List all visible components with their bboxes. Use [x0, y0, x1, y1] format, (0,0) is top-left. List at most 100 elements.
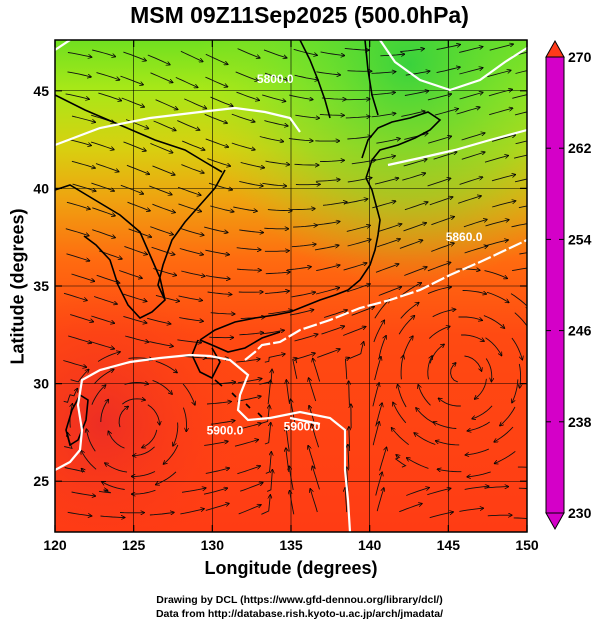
wind-arrow [147, 54, 170, 65]
wind-arrow [236, 269, 261, 270]
wind-arrow [319, 160, 344, 161]
colorbar: 270 262 254 246 238 230 [545, 39, 592, 531]
wind-arrow [427, 287, 451, 295]
wind-arrow [404, 202, 428, 211]
wind-arrow [486, 291, 509, 302]
wind-arrow [209, 337, 233, 338]
wind-arrow [403, 223, 427, 232]
wind-arrow [66, 201, 90, 209]
wind-arrow [239, 333, 263, 335]
wind-arrow [488, 89, 512, 97]
wind-arrow [237, 48, 260, 58]
wind-arrow [484, 240, 508, 247]
wind-arrow [462, 290, 487, 295]
wind-arrow [142, 429, 158, 448]
wind-arrow [179, 317, 203, 322]
wind-arrow [259, 136, 284, 142]
wind-arrow [181, 164, 203, 173]
credit-data: Data from http://database.rish.kyoto-u.a… [155, 608, 444, 620]
wind-arrow [86, 429, 96, 452]
wind-arrow [436, 67, 460, 74]
wind-arrow [67, 511, 92, 516]
wind-arrow [71, 115, 95, 122]
wind-arrow [180, 50, 203, 61]
wind-arrow [315, 288, 339, 295]
wind-arrow [434, 422, 457, 429]
wind-arrow [321, 98, 346, 99]
wind-arrow [92, 49, 115, 57]
wind-arrow [432, 309, 456, 318]
wind-arrow [68, 335, 91, 343]
wind-arrow [205, 275, 230, 279]
wind-arrow [264, 251, 289, 252]
wind-arrow [371, 92, 395, 96]
wind-arrow [436, 45, 461, 50]
wind-arrow [133, 446, 155, 456]
colorbar-min-arrow [545, 512, 565, 531]
colorbar-tick-label: 262 [568, 140, 592, 156]
wind-arrow [265, 452, 272, 474]
wind-arrow [485, 337, 502, 356]
wind-arrow [372, 422, 379, 446]
y-tick-label: 25 [33, 473, 49, 489]
wind-arrow [210, 313, 235, 314]
wind-arrow [108, 431, 125, 449]
wind-arrow [459, 47, 482, 53]
credit-drawing: Drawing by DCL (https://www.gfd-dennou.o… [156, 594, 443, 606]
wind-arrow [267, 470, 272, 492]
wind-arrow [375, 472, 382, 496]
wind-arrow [180, 509, 204, 515]
wind-arrow [407, 458, 429, 469]
wind-arrow [233, 206, 257, 211]
wind-arrow [515, 140, 527, 145]
wind-arrow [184, 98, 206, 109]
x-tick-label: 145 [437, 537, 461, 553]
wind-arrow [376, 139, 400, 144]
colorbar-tick-label: 270 [568, 49, 592, 65]
wind-arrow [92, 229, 115, 238]
wind-arrow [349, 342, 364, 359]
wind-arrow [379, 448, 387, 471]
wind-arrow [398, 385, 407, 408]
wind-arrow [487, 515, 512, 516]
wind-arrow [239, 180, 262, 186]
wind-arrow [500, 406, 516, 426]
wind-arrow [179, 248, 203, 255]
wind-arrow [150, 142, 172, 152]
wind-arrow [491, 175, 515, 182]
wind-arrow [289, 94, 313, 99]
wind-arrow [351, 307, 374, 316]
wind-arrow [513, 517, 527, 519]
wind-arrow [428, 327, 449, 339]
wind-arrow [459, 68, 482, 75]
wind-arrow [319, 114, 344, 115]
wind-arrow [377, 239, 400, 248]
wind-arrow [155, 360, 177, 372]
wind-arrow [123, 51, 145, 61]
wind-arrow [236, 247, 261, 250]
wind-arrow [132, 489, 156, 494]
wind-arrow [513, 154, 527, 159]
wind-arrow [265, 272, 290, 274]
wind-arrow [489, 44, 513, 51]
wind-arrow [175, 76, 198, 87]
wind-arrow [374, 178, 398, 185]
wind-arrow [427, 263, 451, 272]
wind-arrow [100, 400, 109, 423]
wind-arrow [149, 341, 173, 347]
wind-arrow [181, 356, 206, 358]
wind-arrow [91, 385, 106, 405]
wind-arrow [98, 490, 112, 494]
wind-arrow [293, 48, 317, 55]
wind-arrow [343, 263, 367, 271]
wind-arrow [484, 156, 508, 163]
wind-arrow [152, 203, 175, 212]
wind-arrow [205, 53, 228, 64]
wind-arrow [210, 205, 233, 212]
wind-arrow [404, 91, 429, 96]
wind-arrow [264, 72, 288, 80]
wind-arrow [347, 178, 372, 183]
wind-arrow [348, 445, 349, 469]
wind-arrow [485, 220, 509, 227]
